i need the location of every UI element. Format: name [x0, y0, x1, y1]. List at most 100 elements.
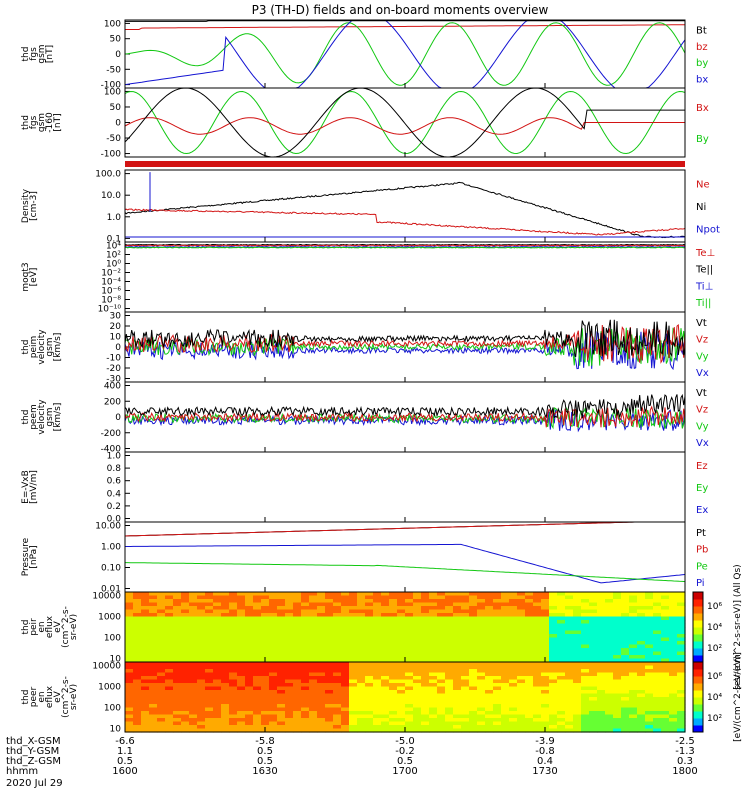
heatmap-cell: [261, 665, 270, 670]
heatmap-cell: [557, 606, 566, 611]
heatmap-cell: [365, 606, 374, 611]
heatmap-cell: [141, 711, 150, 716]
heatmap-cell: [157, 627, 166, 632]
heatmap-cell: [525, 644, 534, 649]
heatmap-cell: [341, 725, 350, 730]
heatmap-cell: [549, 648, 558, 653]
heatmap-cell: [197, 599, 206, 604]
heatmap-cell: [445, 613, 454, 618]
heatmap-cell: [229, 613, 238, 618]
heatmap-cell: [205, 714, 214, 719]
heatmap-cell: [485, 679, 494, 684]
heatmap-cell: [333, 665, 342, 670]
heatmap-cell: [157, 672, 166, 677]
heatmap-cell: [317, 679, 326, 684]
heatmap-cell: [421, 655, 430, 660]
legend-bx: bx: [696, 74, 708, 85]
heatmap-cell: [157, 637, 166, 642]
heatmap-cell: [549, 690, 558, 695]
heatmap-cell: [229, 606, 238, 611]
heatmap-cell: [389, 690, 398, 695]
heatmap-cell: [189, 655, 198, 660]
heatmap-cell: [181, 641, 190, 646]
series-Pb: [124, 521, 685, 537]
heatmap-cell: [245, 630, 254, 635]
heatmap-cell: [373, 655, 382, 660]
panel-8-ytick: 0.01: [101, 585, 121, 595]
heatmap-cell: [501, 616, 510, 621]
heatmap-cell: [525, 714, 534, 719]
heatmap-cell: [237, 634, 246, 639]
heatmap-cell: [381, 592, 390, 597]
heatmap-cell: [565, 690, 574, 695]
heatmap-cell: [245, 637, 254, 642]
heatmap-cell: [493, 630, 502, 635]
heatmap-cell: [213, 641, 222, 646]
heatmap-cell: [661, 637, 670, 642]
heatmap-cell: [557, 707, 566, 712]
footer-value: -3.9: [535, 736, 555, 747]
heatmap-cell: [245, 634, 254, 639]
heatmap-cell: [581, 655, 590, 660]
heatmap-cell: [501, 595, 510, 600]
heatmap-cell: [405, 620, 414, 625]
heatmap-cell: [453, 651, 462, 656]
legend-Bt: Bt: [696, 26, 707, 37]
heatmap-cell: [229, 651, 238, 656]
heatmap-cell: [309, 623, 318, 628]
heatmap-cell: [197, 711, 206, 716]
heatmap-cell: [421, 620, 430, 625]
heatmap-cell: [581, 669, 590, 674]
heatmap-cell: [269, 634, 278, 639]
heatmap-cell: [317, 592, 326, 597]
heatmap-cell: [405, 676, 414, 681]
heatmap-cell: [301, 641, 310, 646]
heatmap-cell: [181, 592, 190, 597]
heatmap-cell: [253, 676, 262, 681]
heatmap-cell: [325, 616, 334, 621]
heatmap-cell: [525, 669, 534, 674]
heatmap-cell: [309, 616, 318, 621]
heatmap-cell: [477, 627, 486, 632]
heatmap-cell: [677, 606, 686, 611]
heatmap-cell: [245, 686, 254, 691]
heatmap-cell: [157, 697, 166, 702]
heatmap-cell: [597, 592, 606, 597]
heatmap-cell: [309, 679, 318, 684]
heatmap-cell: [221, 613, 230, 618]
heatmap-cell: [277, 714, 286, 719]
heatmap-cell: [573, 613, 582, 618]
footer-value: -5.8: [255, 736, 275, 747]
heatmap-cell: [421, 595, 430, 600]
heatmap-cell: [669, 672, 678, 677]
heatmap-cell: [613, 648, 622, 653]
heatmap-cell: [261, 630, 270, 635]
heatmap-cell: [669, 613, 678, 618]
heatmap-cell: [453, 725, 462, 730]
heatmap-cell: [397, 595, 406, 600]
series-bz: [125, 24, 685, 30]
heatmap-cell: [269, 669, 278, 674]
heatmap-cell: [237, 700, 246, 705]
heatmap-cell: [221, 718, 230, 723]
heatmap-cell: [493, 599, 502, 604]
heatmap-cell: [381, 655, 390, 660]
heatmap-cell: [253, 725, 262, 730]
heatmap-cell: [453, 662, 462, 667]
series-Te-par: [124, 243, 686, 246]
heatmap-cell: [453, 683, 462, 688]
heatmap-cell: [565, 606, 574, 611]
heatmap-cell: [453, 721, 462, 726]
heatmap-cell: [165, 697, 174, 702]
footer-value: 1.1: [117, 746, 133, 757]
heatmap-cell: [605, 686, 614, 691]
heatmap-cell: [333, 693, 342, 698]
heatmap-cell: [341, 714, 350, 719]
heatmap-cell: [397, 606, 406, 611]
heatmap-cell: [261, 606, 270, 611]
heatmap-cell: [309, 697, 318, 702]
heatmap-cell: [589, 648, 598, 653]
heatmap-cell: [253, 641, 262, 646]
heatmap-cell: [509, 721, 518, 726]
heatmap-cell: [653, 641, 662, 646]
